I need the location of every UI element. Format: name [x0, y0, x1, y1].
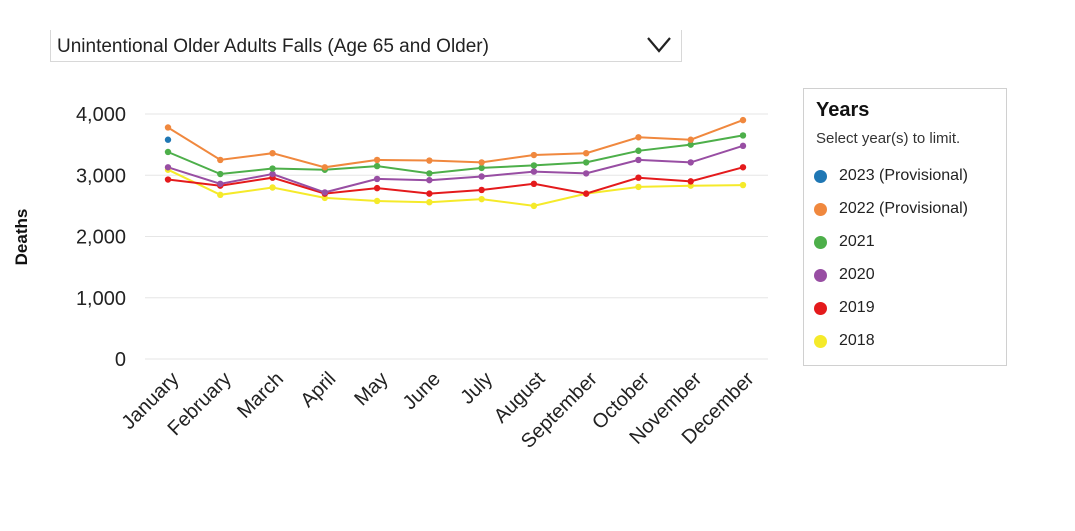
data-point[interactable] — [321, 164, 329, 171]
data-point[interactable] — [217, 156, 224, 164]
dropdown-selected-value: Unintentional Older Adults Falls (Age 65… — [57, 36, 489, 57]
x-tick-label: June — [399, 368, 445, 414]
legend-item-label: 2022 (Provisional) — [839, 200, 968, 217]
data-point[interactable] — [217, 170, 224, 178]
data-point[interactable] — [478, 173, 485, 180]
data-point[interactable] — [739, 164, 747, 171]
legend-item-label: 2020 — [839, 266, 875, 283]
series-line — [167, 168, 744, 207]
data-point[interactable] — [635, 183, 642, 191]
legend-color-dot — [814, 169, 827, 183]
data-point[interactable] — [530, 202, 538, 210]
data-point[interactable] — [269, 165, 276, 172]
data-point[interactable] — [164, 136, 172, 143]
data-point[interactable] — [635, 147, 642, 154]
y-tick-label: 1,000 — [76, 288, 126, 310]
data-point[interactable] — [373, 156, 381, 164]
data-point[interactable] — [478, 164, 485, 172]
data-point[interactable] — [635, 156, 642, 164]
x-tick-label: May — [350, 368, 392, 410]
data-point[interactable] — [269, 184, 276, 191]
data-point[interactable] — [739, 132, 747, 139]
legend-item-label: 2021 — [839, 233, 875, 250]
data-point[interactable] — [739, 181, 747, 189]
y-axis-ticks: 0 1,000 2,000 3,000 4,000 — [76, 104, 126, 371]
data-point[interactable] — [217, 191, 224, 199]
data-point[interactable] — [373, 184, 381, 192]
gridlines — [145, 113, 768, 360]
y-tick-label: 3,000 — [76, 165, 126, 187]
legend-subtitle: Select year(s) to limit. — [816, 130, 961, 147]
chevron-down-icon[interactable] — [645, 34, 673, 56]
series-line — [167, 119, 744, 169]
legend-color-dot — [814, 301, 827, 315]
data-point[interactable] — [164, 176, 172, 183]
data-point[interactable] — [269, 170, 276, 178]
data-point[interactable] — [164, 148, 172, 156]
data-point[interactable] — [426, 176, 433, 184]
data-point[interactable] — [426, 170, 433, 177]
legend-title: Years — [816, 99, 870, 121]
series-line — [167, 144, 744, 194]
x-tick-label: March — [233, 368, 288, 423]
y-tick-label: 2,000 — [76, 227, 126, 249]
series-lines — [167, 119, 744, 207]
legend: Years Select year(s) to limit. 2023 (Pro… — [803, 88, 1007, 366]
legend-item-label: 2018 — [839, 332, 875, 349]
data-point[interactable] — [530, 180, 538, 188]
legend-item[interactable]: 2018 — [814, 329, 875, 353]
legend-item-label: 2023 (Provisional) — [839, 167, 968, 184]
data-point[interactable] — [478, 186, 485, 194]
data-point[interactable] — [739, 116, 747, 124]
data-point[interactable] — [635, 174, 642, 181]
data-point[interactable] — [687, 159, 694, 166]
legend-color-dot — [814, 202, 827, 216]
legend-item-label: 2019 — [839, 299, 875, 316]
series-line — [167, 134, 744, 176]
data-point[interactable] — [582, 159, 590, 166]
year-type-dropdown[interactable]: Unintentional Older Adults Falls (Age 65… — [50, 30, 682, 62]
data-point[interactable] — [321, 189, 329, 196]
y-axis-label: Deaths — [12, 209, 31, 266]
data-point[interactable] — [582, 190, 590, 197]
y-tick-label: 4,000 — [76, 104, 126, 126]
legend-item[interactable]: 2021 — [814, 230, 875, 254]
data-point[interactable] — [582, 170, 590, 177]
legend-color-dot — [814, 268, 827, 282]
data-point[interactable] — [739, 142, 747, 150]
data-point[interactable] — [478, 159, 485, 166]
data-point[interactable] — [164, 164, 172, 171]
legend-item[interactable]: 2019 — [814, 296, 875, 320]
data-point[interactable] — [269, 150, 276, 157]
data-point[interactable] — [426, 190, 433, 197]
y-tick-label: 0 — [115, 349, 126, 371]
data-point[interactable] — [530, 168, 538, 175]
data-point[interactable] — [426, 199, 433, 206]
data-point[interactable] — [373, 162, 381, 170]
data-point[interactable] — [530, 162, 538, 169]
data-point[interactable] — [373, 175, 381, 183]
legend-item[interactable]: 2022 (Provisional) — [814, 197, 968, 221]
data-point[interactable] — [478, 195, 485, 203]
x-tick-label: April — [297, 368, 341, 412]
data-point[interactable] — [635, 134, 642, 141]
series-points — [164, 116, 747, 210]
data-point[interactable] — [687, 141, 694, 148]
legend-color-dot — [814, 334, 827, 348]
series-line — [167, 166, 744, 195]
data-point[interactable] — [687, 136, 694, 143]
data-point[interactable] — [373, 197, 381, 205]
x-tick-label: July — [456, 368, 497, 409]
data-point[interactable] — [687, 178, 694, 185]
data-point[interactable] — [426, 157, 433, 164]
data-point[interactable] — [582, 150, 590, 157]
data-point[interactable] — [530, 151, 538, 159]
legend-item[interactable]: 2023 (Provisional) — [814, 164, 968, 188]
data-point[interactable] — [217, 180, 224, 188]
legend-item[interactable]: 2020 — [814, 263, 875, 287]
data-point[interactable] — [164, 124, 172, 131]
legend-color-dot — [814, 235, 827, 249]
